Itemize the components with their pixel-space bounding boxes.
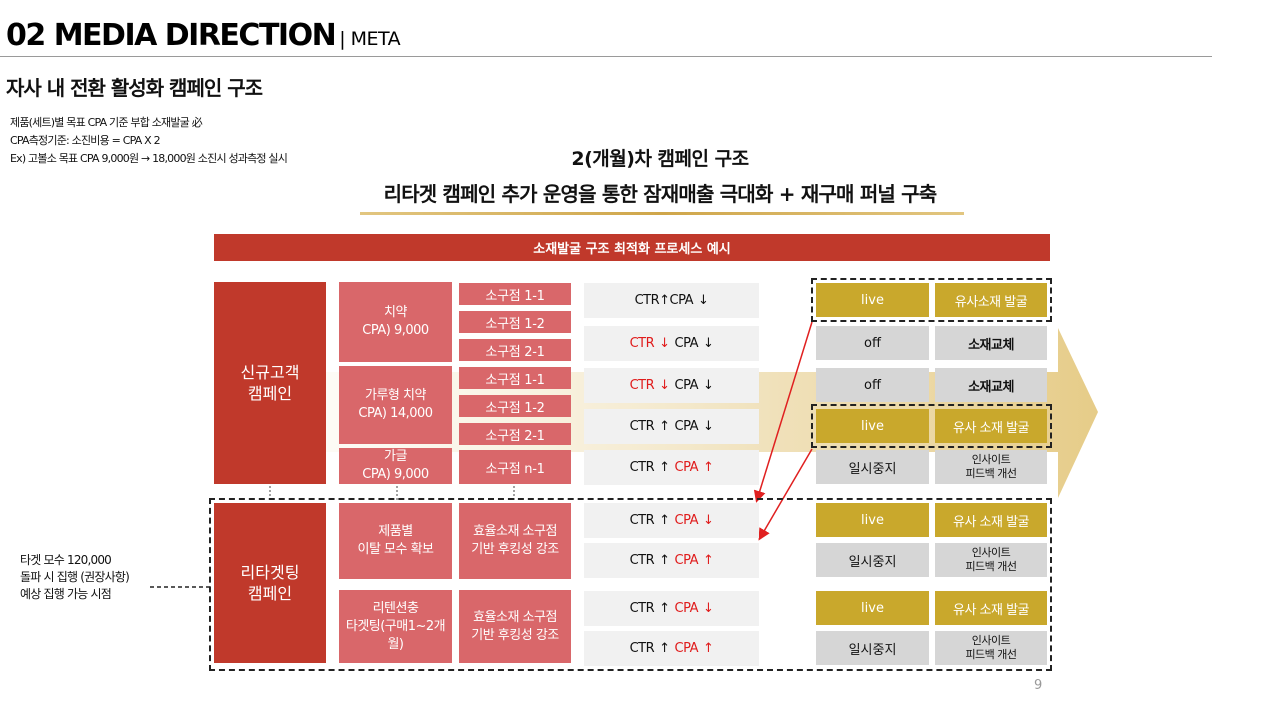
note-3: Ex) 고볼소 목표 CPA 9,000원 → 18,000원 소진시 성과측정… xyxy=(10,152,288,165)
metric-row-8: CTR ↑ CPA ↓ xyxy=(584,591,759,626)
metric-row-6: CTR ↑ CPA ↓ xyxy=(584,503,759,538)
metric-row-4: CTR ↑ CPA ↓ xyxy=(584,409,759,444)
store-2-1-b: 소구점 2-1 xyxy=(459,423,571,445)
status-live-2: live xyxy=(816,409,929,443)
campaign-underline xyxy=(360,212,964,215)
store-1-2-a: 소구점 1-2 xyxy=(459,311,571,333)
highlight-box-2 xyxy=(811,404,1052,448)
store-retarget-2: 효율소재 소구점 기반 후킹성 강조 xyxy=(459,590,571,663)
retarget-group-box xyxy=(209,498,1052,671)
metric-row-3: CTR ↓ CPA ↓ xyxy=(584,368,759,403)
page-subtitle: | META xyxy=(339,28,401,50)
status-pause-3: 일시중지 xyxy=(816,631,929,665)
action-similar-3: 유사 소재 발굴 xyxy=(935,503,1047,537)
page-number: 9 xyxy=(1034,678,1043,693)
metric-row-9: CTR ↑ CPA ↑ xyxy=(584,631,759,666)
metric-row-2: CTR ↓ CPA ↓ xyxy=(584,326,759,361)
status-live-3: live xyxy=(816,503,929,537)
store-1-1-a: 소구점 1-1 xyxy=(459,283,571,305)
product-powder-toothpaste: 가루형 치약 CPA) 14,000 xyxy=(339,366,452,444)
store-n-1: 소구점 n-1 xyxy=(459,450,571,484)
status-off-2: off xyxy=(816,368,929,402)
store-1-2-b: 소구점 1-2 xyxy=(459,395,571,417)
product-retention-targeting: 리텐션충 타겟팅(구매1~2개월) xyxy=(339,590,452,663)
note-2: CPA측정기준: 소진비용 = CPA X 2 xyxy=(10,134,161,147)
action-replace-2: 소재교체 xyxy=(935,368,1047,402)
campaign-subtitle: 리타겟 캠페인 추가 운영을 통한 잠재매출 극대화 + 재구매 퍼널 구축 xyxy=(383,182,938,206)
connector-arrow-1 xyxy=(753,321,813,503)
note-1: 제품(세트)별 목표 CPA 기준 부합 소재발굴 必 xyxy=(10,116,203,129)
campaign-new: 신규고객 캠페인 xyxy=(214,282,326,484)
section-title: 자사 내 전환 활성화 캠페인 구조 xyxy=(6,76,263,100)
product-mouthwash: 가글 CPA) 9,000 xyxy=(339,448,452,484)
action-insight-2: 인사이트 피드백 개선 xyxy=(935,543,1047,577)
store-2-1-a: 소구점 2-1 xyxy=(459,339,571,361)
process-banner: 소재발굴 구조 최적화 프로세스 예시 xyxy=(214,234,1050,261)
connector-arrow-2 xyxy=(758,448,813,541)
metric-row-1: CTR ↑ CPA ↓ xyxy=(584,283,759,318)
status-pause-2: 일시중지 xyxy=(816,543,929,577)
metric-row-5: CTR ↑ CPA ↑ xyxy=(584,450,759,485)
action-similar-1: 유사소재 발굴 xyxy=(935,283,1047,317)
store-retarget-1: 효율소재 소구점 기반 후킹성 강조 xyxy=(459,503,571,579)
target-note: 타겟 모수 120,000 돌파 시 집행 (권장사항) 예상 집행 가능 시점 xyxy=(20,553,130,601)
action-replace-1: 소재교체 xyxy=(935,326,1047,360)
page-title: 02 MEDIA DIRECTION | META xyxy=(6,18,401,53)
action-insight-1: 인사이트 피드백 개선 xyxy=(935,450,1047,484)
product-toothpaste: 치약 CPA) 9,000 xyxy=(339,282,452,362)
status-live-4: live xyxy=(816,591,929,625)
action-similar-2: 유사 소재 발굴 xyxy=(935,409,1047,443)
action-insight-3: 인사이트 피드백 개선 xyxy=(935,631,1047,665)
product-churn-audience: 제품별 이탈 모수 확보 xyxy=(339,503,452,579)
metric-row-7: CTR ↑ CPA ↑ xyxy=(584,543,759,578)
campaign-title: 2(개월)차 캠페인 구조 xyxy=(571,148,749,170)
store-1-1-b: 소구점 1-1 xyxy=(459,367,571,389)
status-live-1: live xyxy=(816,283,929,317)
highlight-box-1 xyxy=(811,278,1052,322)
status-off-1: off xyxy=(816,326,929,360)
header-divider xyxy=(0,56,1212,57)
status-pause-1: 일시중지 xyxy=(816,450,929,484)
campaign-retarget: 리타겟팅 캠페인 xyxy=(214,503,326,663)
action-similar-4: 유사 소재 발굴 xyxy=(935,591,1047,625)
page-title-text: 02 MEDIA DIRECTION xyxy=(6,18,337,53)
